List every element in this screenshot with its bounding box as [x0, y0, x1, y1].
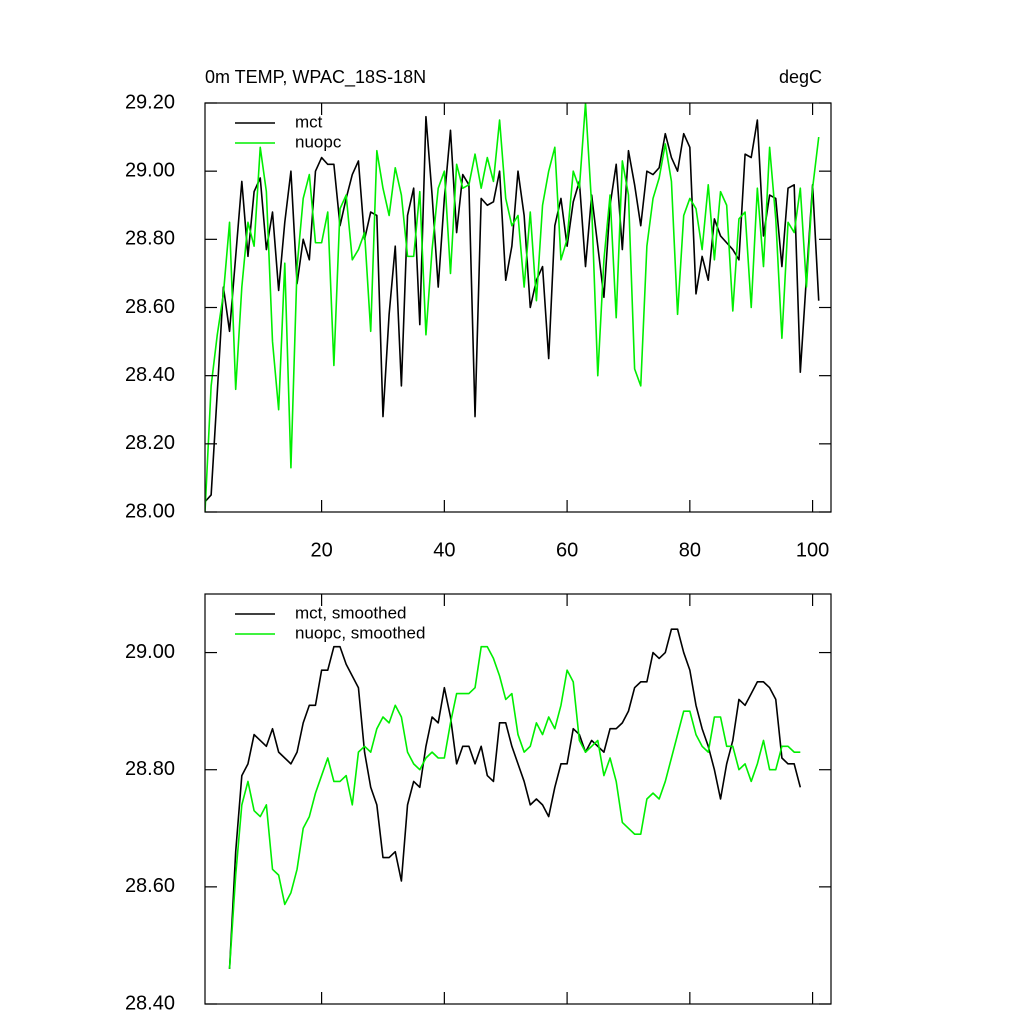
- x-tick-label: 80: [679, 539, 701, 561]
- plot-frame: [204, 102, 832, 513]
- series-line: [228, 628, 802, 969]
- x-tick-label: 20: [310, 539, 332, 561]
- y-tick-label: 28.00: [125, 500, 175, 522]
- series-line: [205, 115, 820, 503]
- x-tick-label: 100: [796, 539, 829, 561]
- y-tick-label: 29.00: [125, 641, 175, 663]
- chart-title: 0m TEMP, WPAC_18S-18N: [205, 67, 426, 88]
- x-tick-label: 40: [433, 539, 455, 561]
- legend-label: mct: [295, 112, 323, 131]
- legend-label: nuopc, smoothed: [295, 623, 425, 642]
- series-line: [205, 103, 820, 512]
- plot-frame: [204, 593, 832, 1005]
- y-tick-label: 29.20: [125, 91, 175, 113]
- y-tick-label: 28.60: [125, 296, 175, 318]
- y-tick-label: 28.80: [125, 758, 175, 780]
- units-label: degC: [779, 67, 822, 87]
- y-tick-label: 28.80: [125, 228, 175, 250]
- legend-label: nuopc: [295, 132, 342, 151]
- y-tick-label: 28.40: [125, 364, 175, 386]
- series-line: [228, 645, 801, 969]
- y-tick-label: 29.00: [125, 159, 175, 181]
- y-tick-label: 28.60: [125, 875, 175, 897]
- y-tick-label: 28.20: [125, 432, 175, 454]
- x-tick-label: 60: [556, 539, 578, 561]
- y-tick-label: 28.40: [125, 992, 175, 1014]
- legend-label: mct, smoothed: [295, 603, 407, 622]
